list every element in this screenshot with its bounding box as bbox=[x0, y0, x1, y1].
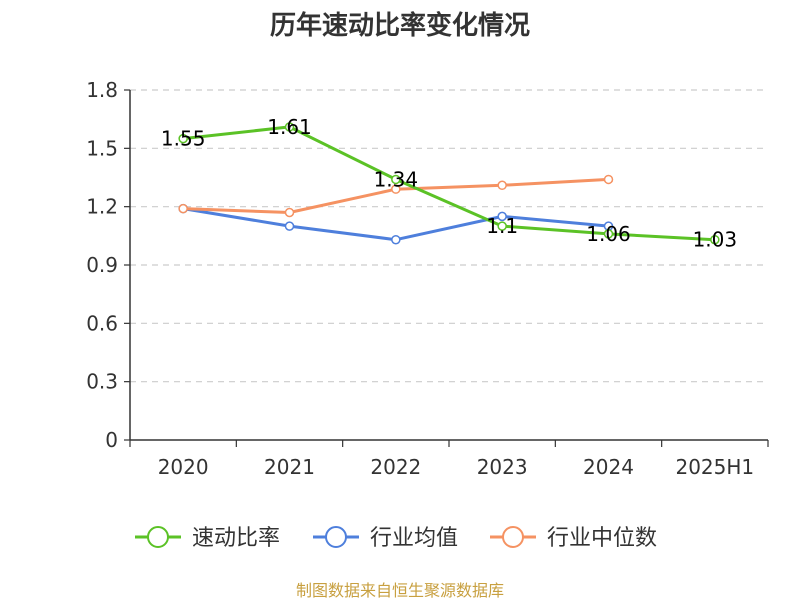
x-tick-label: 2020 bbox=[158, 455, 209, 479]
series bbox=[178, 122, 720, 245]
data-point[interactable] bbox=[497, 211, 507, 222]
legend-marker bbox=[502, 526, 524, 548]
legend-item-1[interactable]: 行业均值 bbox=[313, 526, 458, 551]
y-tick-label: 0.3 bbox=[86, 370, 118, 394]
data-point[interactable] bbox=[178, 133, 188, 144]
data-point[interactable] bbox=[497, 180, 507, 191]
x-tick-label: 2023 bbox=[477, 455, 528, 479]
data-point[interactable] bbox=[284, 207, 295, 218]
y-tick-label: 0 bbox=[105, 428, 118, 452]
grid-lines bbox=[130, 89, 768, 383]
data-point[interactable] bbox=[603, 174, 614, 185]
x-tick-label: 2022 bbox=[370, 455, 421, 479]
data-point[interactable] bbox=[497, 221, 507, 231]
legend-marker bbox=[147, 526, 169, 548]
data-point[interactable] bbox=[603, 229, 614, 239]
data-label: 1.34 bbox=[374, 167, 419, 191]
y-tick-label: 1.2 bbox=[86, 195, 118, 219]
chart-title: 历年速动比率变化情况 bbox=[270, 10, 530, 41]
data-point[interactable] bbox=[710, 234, 720, 245]
legend-item-0[interactable]: 速动比率 bbox=[135, 526, 280, 551]
data-point[interactable] bbox=[391, 174, 401, 185]
legend-label: 行业中位数 bbox=[547, 526, 657, 551]
y-tick-label: 0.9 bbox=[86, 253, 118, 277]
data-label: 1.55 bbox=[161, 127, 206, 151]
data-point[interactable] bbox=[178, 203, 188, 214]
data-point[interactable] bbox=[284, 122, 295, 132]
x-tick-label: 2021 bbox=[264, 455, 315, 479]
legend-marker bbox=[325, 526, 347, 548]
legend-label: 行业均值 bbox=[370, 526, 458, 551]
axes: 0 0.3 0.6 0.9 1.2 1.5 1.8 2020 2021 2022 2023 2024 2… bbox=[86, 78, 769, 479]
data-label: 1.03 bbox=[693, 228, 738, 252]
legend[interactable]: 速动比率 行业均值 行业中位数 bbox=[135, 526, 657, 551]
source-note: 制图数据来自恒生聚源数据库 bbox=[296, 581, 504, 600]
data-label: 1.1 bbox=[486, 214, 518, 238]
x-tick-label: 2024 bbox=[583, 455, 634, 479]
x-tick-label: 2025H1 bbox=[675, 455, 754, 479]
data-label: 1.06 bbox=[586, 222, 631, 246]
y-tick-label: 1.8 bbox=[86, 78, 118, 102]
series-line-0 bbox=[183, 125, 715, 242]
data-label: 1.61 bbox=[267, 115, 312, 139]
data-point[interactable] bbox=[284, 221, 295, 231]
data-point[interactable] bbox=[391, 234, 401, 245]
legend-label: 速动比率 bbox=[192, 526, 280, 551]
y-tick-label: 0.6 bbox=[86, 311, 118, 335]
data-point[interactable] bbox=[391, 184, 401, 194]
data-labels: 1.55 1.61 1.34 1.1 1.06 1.03 bbox=[161, 115, 737, 252]
y-tick-label: 1.5 bbox=[86, 136, 118, 160]
legend-item-2[interactable]: 行业中位数 bbox=[490, 526, 657, 551]
